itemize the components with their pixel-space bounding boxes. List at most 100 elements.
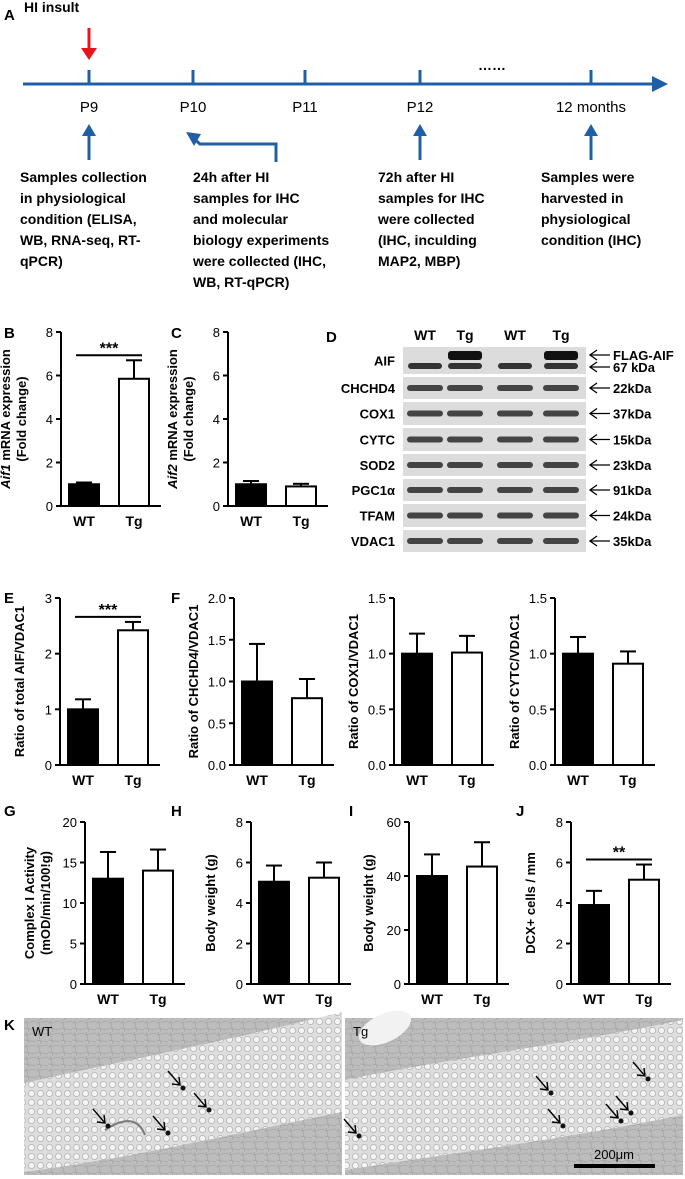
- bar-wt: [258, 880, 290, 985]
- blot-marker-arrow-head: [588, 382, 598, 394]
- blot-band: [447, 462, 483, 468]
- blot-band: [447, 436, 483, 443]
- timeline-note-line: (IHC, inculding: [378, 232, 477, 248]
- timeline-note-line: were collected (IHC,: [192, 253, 326, 269]
- y-axis-label: Ratio of COX1/VDAC1: [346, 614, 361, 749]
- y-tick-label: 3: [45, 591, 52, 606]
- bar-wt: [92, 877, 124, 986]
- y-tick-label: 1.5: [368, 591, 386, 606]
- chart-f3: 0.0 0.5 1.0 1.5 WT Tg Ratio of CYTC/VDAC1: [507, 591, 655, 788]
- y-tick-label: 0: [556, 977, 563, 992]
- bar-tg: [451, 651, 483, 767]
- blot-band: [448, 351, 482, 360]
- blot-lane-label: Tg: [456, 327, 473, 343]
- x-tick-label: Tg: [124, 772, 141, 788]
- blot-protein-label: PGC1α: [352, 483, 395, 498]
- dcx-cell: [105, 1123, 111, 1129]
- y-axis-label: Aif1 mRNA expression: [0, 349, 13, 490]
- y-axis-label: Body weight (g): [361, 854, 376, 952]
- y-tick-label: 4: [46, 412, 53, 427]
- y-tick-label: 8: [46, 325, 53, 340]
- x-tick-label: Tg: [292, 513, 309, 529]
- timeline-note-line: WB, RNA-seq, RT-: [20, 232, 141, 248]
- timeline-tick-label: P11: [292, 99, 318, 116]
- bar-tg: [291, 697, 323, 767]
- x-tick-label: WT: [246, 772, 268, 788]
- blot-band: [498, 363, 532, 369]
- blot-band: [497, 538, 533, 544]
- micrograph-tg-label: Tg: [353, 1024, 368, 1039]
- blot-protein-label: TFAM: [360, 509, 395, 524]
- timeline-note-line: condition (IHC): [541, 232, 641, 248]
- blot-strip: [403, 402, 586, 425]
- y-tick-label: 1.0: [368, 647, 386, 662]
- cell-arrow-head: [96, 1114, 106, 1124]
- chart-h: 0 2 4 6 8 WT Tg Body weight (g): [203, 815, 351, 1007]
- timeline-note-line: 24h after HI: [193, 169, 269, 185]
- x-tick-label: WT: [240, 513, 262, 529]
- y-tick-label: 8: [556, 815, 563, 830]
- timeline-note-line: qPCR): [20, 253, 63, 269]
- timeline-elbow-arrow: [192, 136, 278, 162]
- panel-label-b: B: [4, 325, 15, 342]
- y-tick-label: 4: [236, 896, 243, 911]
- blot-marker-arrow-head: [588, 459, 598, 471]
- blot-marker-label: 24kDa: [613, 509, 652, 524]
- bar-wt: [578, 904, 610, 986]
- blot-lane-label: WT: [414, 327, 436, 343]
- dcx-cell: [548, 1090, 554, 1096]
- blot-band: [544, 363, 578, 369]
- y-tick-label: 60: [387, 815, 401, 830]
- significance-stars: ***: [100, 340, 119, 357]
- cell-arrow: [167, 1070, 181, 1086]
- blot-marker-label: FLAG-AIF: [613, 348, 674, 363]
- y-tick-label: 1: [45, 702, 52, 717]
- cell-arrow-head: [347, 1124, 357, 1134]
- y-axis-label-text: Ratio of CHCHD4/VDAC1: [186, 605, 201, 759]
- timeline-up-arrow-head: [584, 124, 598, 136]
- y-axis-label-gene: Aif2: [165, 464, 180, 490]
- timeline-tick-label: P9: [80, 99, 98, 116]
- timeline-up-arrow-head: [82, 124, 96, 136]
- y-tick-label: 10: [63, 896, 77, 911]
- blot-band: [407, 385, 443, 391]
- cell-arrow: [152, 1115, 166, 1131]
- blot-protein-label: COX1: [360, 407, 395, 422]
- cell-arrow-head: [619, 1101, 629, 1111]
- blot-band: [543, 538, 579, 544]
- blot-band: [447, 385, 483, 391]
- cell-arrow-head: [551, 1114, 561, 1124]
- x-tick-label: WT: [583, 991, 605, 1007]
- bar-tg: [466, 865, 498, 985]
- y-tick-label: 1.0: [529, 647, 547, 662]
- y-tick-label: 6: [213, 369, 220, 384]
- x-tick-label: Tg: [125, 513, 142, 529]
- panel-label-h: H: [171, 803, 182, 820]
- blot-band: [497, 385, 533, 391]
- blot-marker-label: 35kDa: [613, 534, 652, 549]
- panel-label-a: A: [4, 7, 15, 24]
- cell-arrow-head: [171, 1076, 181, 1086]
- chart-g: 0 5 10 15 20 WT Tg Complex I Activity (mOD/min/1…: [22, 815, 185, 1007]
- x-tick-label: WT: [73, 513, 95, 529]
- y-tick-label: 2: [213, 456, 220, 471]
- y-axis-label-text: Ratio of total AIF/VDAC1: [12, 606, 27, 757]
- bar-wt: [416, 875, 448, 985]
- blot-protein-label: SOD2: [360, 458, 395, 473]
- y-tick-label: 0.0: [529, 758, 547, 773]
- y-axis-label-line2: (Fold change): [181, 376, 196, 461]
- hi-insult-label: HI insult: [24, 0, 80, 15]
- blot-lane-label: WT: [504, 327, 526, 343]
- y-axis-label-text: Body weight (g): [203, 854, 218, 952]
- cell-arrow: [343, 1118, 357, 1134]
- y-tick-label: 20: [63, 815, 77, 830]
- cell-arrow: [535, 1075, 549, 1091]
- cell-arrow-head: [156, 1121, 166, 1131]
- y-tick-label: 8: [236, 815, 243, 830]
- timeline-note-line: samples for IHC: [193, 190, 300, 206]
- chart-i: 0 20 40 60 WT Tg Body weight (g): [361, 815, 509, 1007]
- dcx-cell: [628, 1110, 634, 1116]
